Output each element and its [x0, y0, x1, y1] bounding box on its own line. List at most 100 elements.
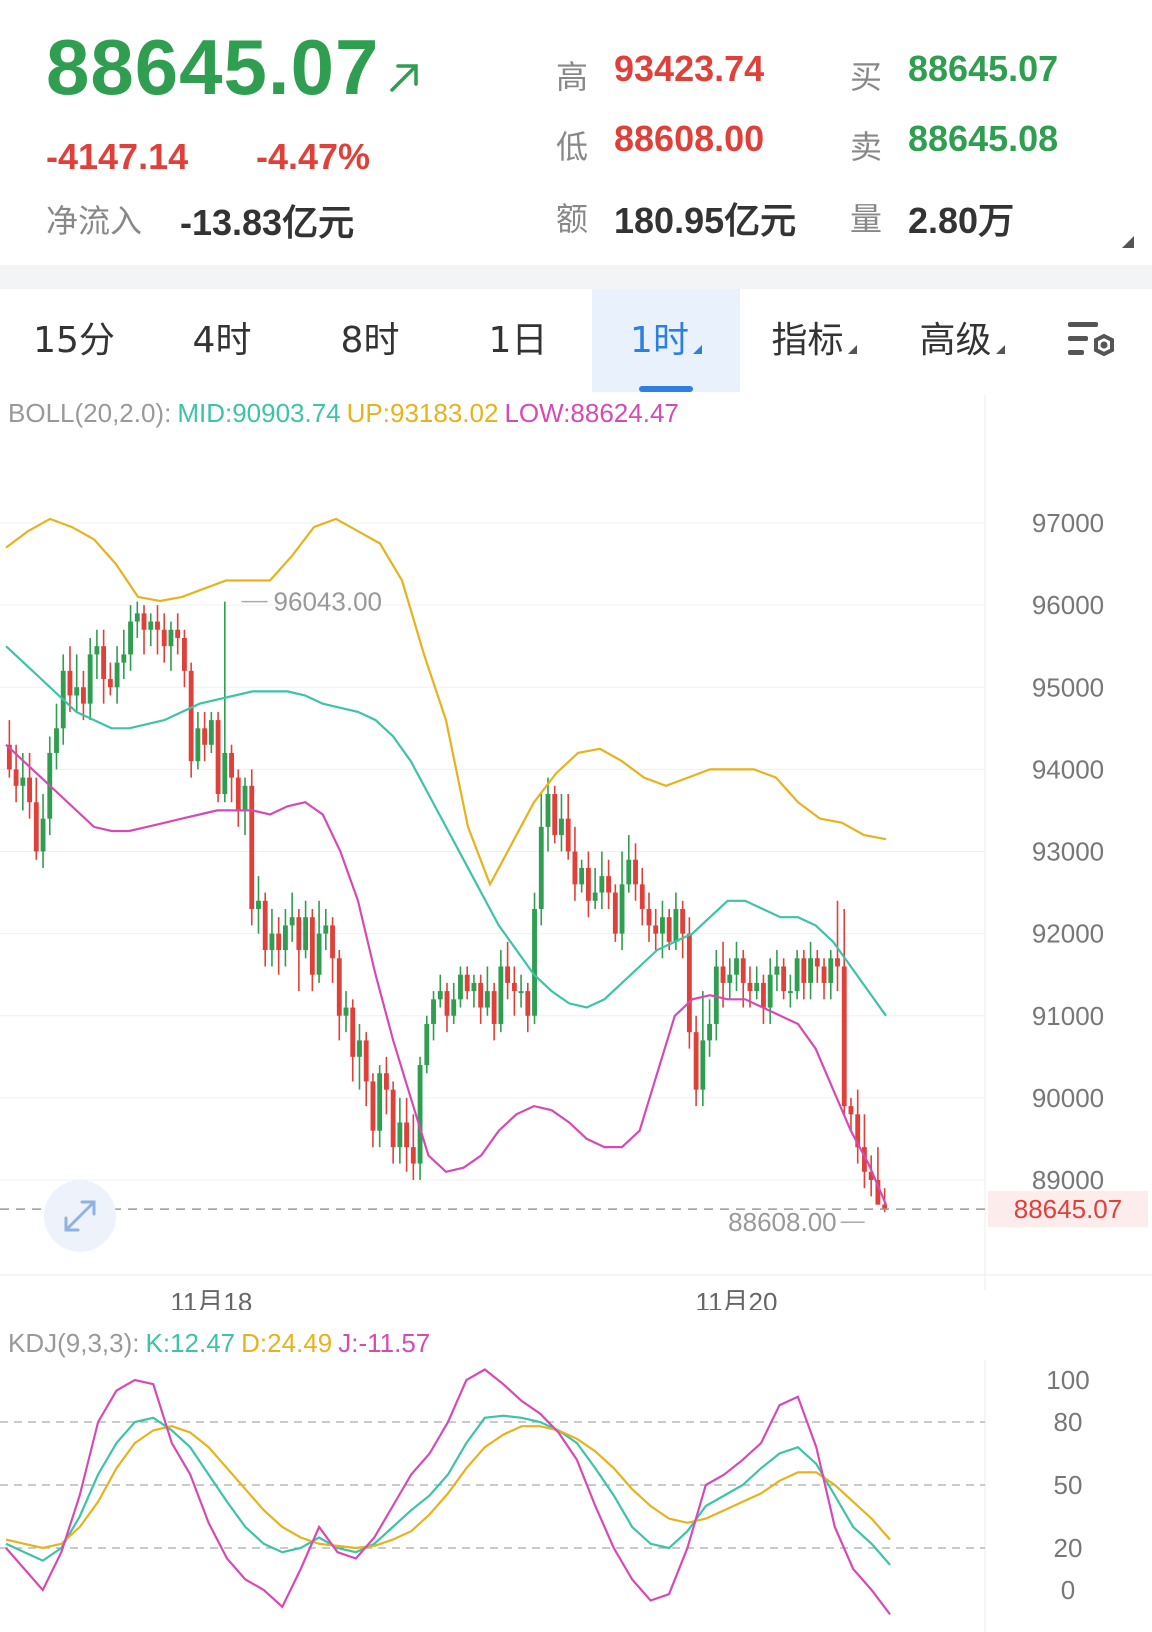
tab-indicators[interactable]: 指标 — [740, 289, 888, 392]
candle-body — [713, 966, 719, 1024]
candle-body — [235, 777, 241, 811]
candle-body — [565, 818, 571, 852]
candle-body — [767, 974, 773, 1008]
chart-settings-icon[interactable] — [1066, 318, 1118, 366]
candle-body — [262, 900, 268, 951]
candle — [680, 900, 686, 959]
candle-body — [585, 867, 591, 901]
boll-name: BOLL(20,2.0): — [8, 398, 172, 428]
last-price-badge — [988, 1191, 1148, 1228]
kdj-y-tick-label: 80 — [1054, 1407, 1083, 1437]
net-inflow-label: 净流入 — [46, 202, 143, 240]
candle-body — [74, 687, 80, 696]
kdj-chart[interactable]: 100 80 50 20 0 — [0, 1360, 1152, 1632]
tab-advanced[interactable]: 高级 — [888, 289, 1036, 392]
y-tick-label: 90000 — [1032, 1083, 1104, 1113]
high-value: 93423.74 — [614, 48, 765, 89]
high-label: 高 — [556, 58, 589, 96]
candle — [545, 777, 551, 852]
candle-body — [653, 925, 659, 934]
candle-body — [134, 613, 140, 622]
kdj-y-tick-label: 50 — [1054, 1470, 1083, 1500]
tab-4h[interactable]: 4时 — [148, 289, 296, 392]
kdj-y-tick-label: 0 — [1061, 1575, 1075, 1605]
expand-quote-toggle[interactable] — [1122, 236, 1134, 248]
dropdown-caret-icon — [692, 345, 702, 354]
candle-body — [491, 991, 497, 1024]
candle-body — [794, 958, 800, 992]
candle-body — [740, 958, 746, 983]
candle — [67, 646, 73, 712]
candle — [20, 752, 26, 811]
candle — [538, 794, 544, 926]
candle-body — [747, 982, 753, 992]
candle — [114, 646, 120, 704]
candle-body — [707, 1023, 713, 1041]
candle-body — [592, 892, 598, 901]
candle — [484, 966, 490, 1016]
candle-body — [787, 991, 793, 994]
candle — [774, 950, 780, 992]
candle-body — [511, 982, 517, 992]
candle-body — [686, 933, 692, 1033]
candle-body — [808, 958, 813, 983]
candle-body — [370, 1081, 376, 1131]
net-inflow-value: -13.83亿元 — [180, 202, 355, 243]
candle — [161, 613, 167, 663]
candle-body — [229, 752, 234, 778]
candle — [309, 908, 315, 992]
candle-body — [383, 1073, 389, 1090]
kdj-name: KDJ(9,3,3): — [8, 1328, 140, 1358]
candle — [511, 966, 517, 1016]
candle-body — [727, 974, 733, 983]
candle-body — [33, 802, 39, 852]
candle — [87, 637, 93, 721]
last-price: 88645.07 — [46, 23, 380, 111]
candle-body — [27, 777, 32, 803]
buy-value: 88645.07 — [908, 48, 1059, 89]
candle-body — [552, 794, 558, 836]
tab-label: 8时 — [340, 320, 400, 361]
tab-1d[interactable]: 1日 — [444, 289, 592, 392]
tab-label: 指标 — [771, 320, 844, 361]
boll-legend: BOLL(20,2.0): MID:90903.74 UP:93183.02 LOW:… — [8, 398, 685, 429]
volume-label: 量 — [850, 200, 883, 238]
candle-body — [471, 982, 477, 992]
candle — [700, 991, 706, 1107]
expand-chart-button[interactable] — [44, 1180, 116, 1252]
boll-low: LOW:88624.47 — [504, 398, 679, 428]
candle — [323, 908, 329, 951]
candle-body — [377, 1073, 383, 1131]
candle — [720, 941, 726, 1008]
candle-body — [296, 917, 302, 951]
candle — [417, 1056, 423, 1180]
tab-1h[interactable]: 1时 — [592, 289, 740, 392]
candle-body — [13, 769, 19, 786]
candle — [552, 785, 558, 844]
candle-body — [282, 925, 288, 951]
candle-body — [303, 917, 309, 951]
candle — [215, 711, 221, 803]
candle — [727, 958, 733, 1000]
candle — [767, 958, 773, 1024]
candle-body — [323, 925, 329, 934]
y-tick-label: 97000 — [1032, 508, 1104, 538]
candle — [626, 835, 632, 893]
tab-15min[interactable]: 15分 — [0, 289, 148, 392]
candle-body — [478, 982, 484, 1008]
candle — [316, 900, 322, 983]
candle — [410, 1114, 416, 1180]
tab-8h[interactable]: 8时 — [296, 289, 444, 392]
arrow-up-right-icon — [390, 64, 418, 92]
candle-body — [208, 720, 214, 745]
tab-label: 高级 — [919, 320, 992, 361]
candle-body — [20, 777, 26, 786]
candle — [653, 908, 659, 951]
candle — [592, 867, 598, 909]
candlestick-chart[interactable]: 97000 96000 95000 94000 93000 92000 91000 90000… — [0, 395, 1152, 1310]
candle-body — [101, 646, 107, 680]
candle-body — [875, 1180, 881, 1205]
y-tick-label: 94000 — [1032, 754, 1104, 784]
candle — [101, 629, 107, 704]
tab-label: 15分 — [33, 320, 115, 361]
